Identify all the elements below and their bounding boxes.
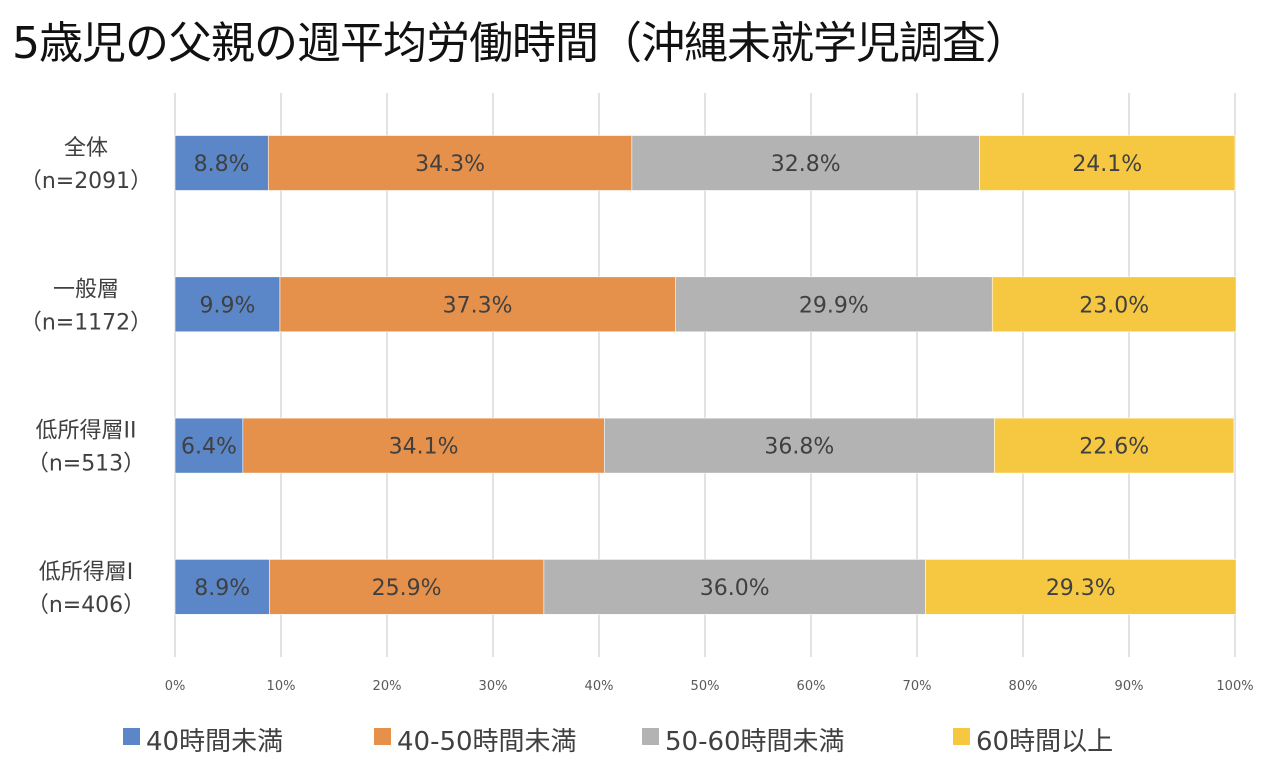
legend-label: 50-60時間未満 [665,727,845,757]
bar-segment [269,559,545,615]
data-label: 32.8% [771,152,841,177]
data-label: 34.1% [389,435,459,460]
data-label: 23.0% [1079,293,1149,318]
data-label: 6.4% [181,435,237,460]
x-tick-label: 100% [1216,679,1253,694]
bars: 8.8% 34.3% 32.8% 24.1% 9.9% 37.3% 29.9% 23.0% 6.… [174,135,1237,615]
category-sample-size: （n=513） [27,452,145,477]
bar-segment [603,417,995,474]
bar-segment [279,276,676,333]
bar-segment [675,276,993,333]
bar-segment [979,135,1236,191]
bar-segment [174,559,270,615]
legend-swatch [953,728,970,745]
bar-segment [543,559,926,615]
legend-label: 40-50時間未満 [397,727,577,757]
x-tick-label: 60% [797,679,826,694]
data-label: 25.9% [372,576,442,601]
bar-segment [631,135,980,191]
bar-segment [174,417,244,474]
category-label: 全体 [64,136,108,161]
legend-label: 40時間未満 [146,727,283,757]
legend-swatch [123,728,140,745]
legend-label: 60時間以上 [976,727,1113,757]
x-tick-label: 0% [165,679,186,694]
legend-swatch [374,728,391,745]
x-tick-label: 90% [1115,679,1144,694]
category-label: 低所得層I [39,560,134,585]
category-sample-size: （n=2091） [20,169,152,194]
x-tick-label: 80% [1009,679,1038,694]
category-label: 一般層 [53,277,119,302]
bar-segment [925,559,1237,615]
data-label: 9.9% [200,293,256,318]
x-tick-label: 40% [585,679,614,694]
chart-title: 5歳児の父親の週平均労働時間（沖縄未就学児調査） [12,18,1029,69]
category-sample-size: （n=406） [27,593,145,618]
data-label: 24.1% [1072,152,1142,177]
x-tick-label: 10% [267,679,296,694]
data-label: 8.9% [194,576,250,601]
data-label: 8.8% [194,152,250,177]
bar-segment [991,276,1237,333]
data-label: 22.6% [1079,435,1149,460]
legend-swatch [642,728,659,745]
data-label: 34.3% [415,152,485,177]
category-sample-size: （n=1172） [20,310,152,335]
data-label: 29.3% [1046,576,1116,601]
bar-segment [994,417,1235,474]
data-label: 36.0% [700,576,770,601]
x-tick-label: 50% [691,679,720,694]
category-labels: 全体 （n=2091） 一般層 （n=1172） 低所得層II （n=513） 低所得層I （… [20,136,152,618]
data-label: 36.8% [764,435,834,460]
x-axis-ticks: 0% 10% 20% 30% 40% 50% 60% 70% 80% 90% 100% [165,679,1254,694]
legend: 40時間未満 40-50時間未満 50-60時間未満 60時間以上 [123,727,1113,757]
x-tick-label: 30% [479,679,508,694]
category-label: 低所得層II [36,419,137,444]
x-tick-label: 20% [373,679,402,694]
x-tick-label: 70% [903,679,932,694]
data-label: 29.9% [799,293,869,318]
data-label: 37.3% [443,293,513,318]
bar-segment [267,135,633,191]
